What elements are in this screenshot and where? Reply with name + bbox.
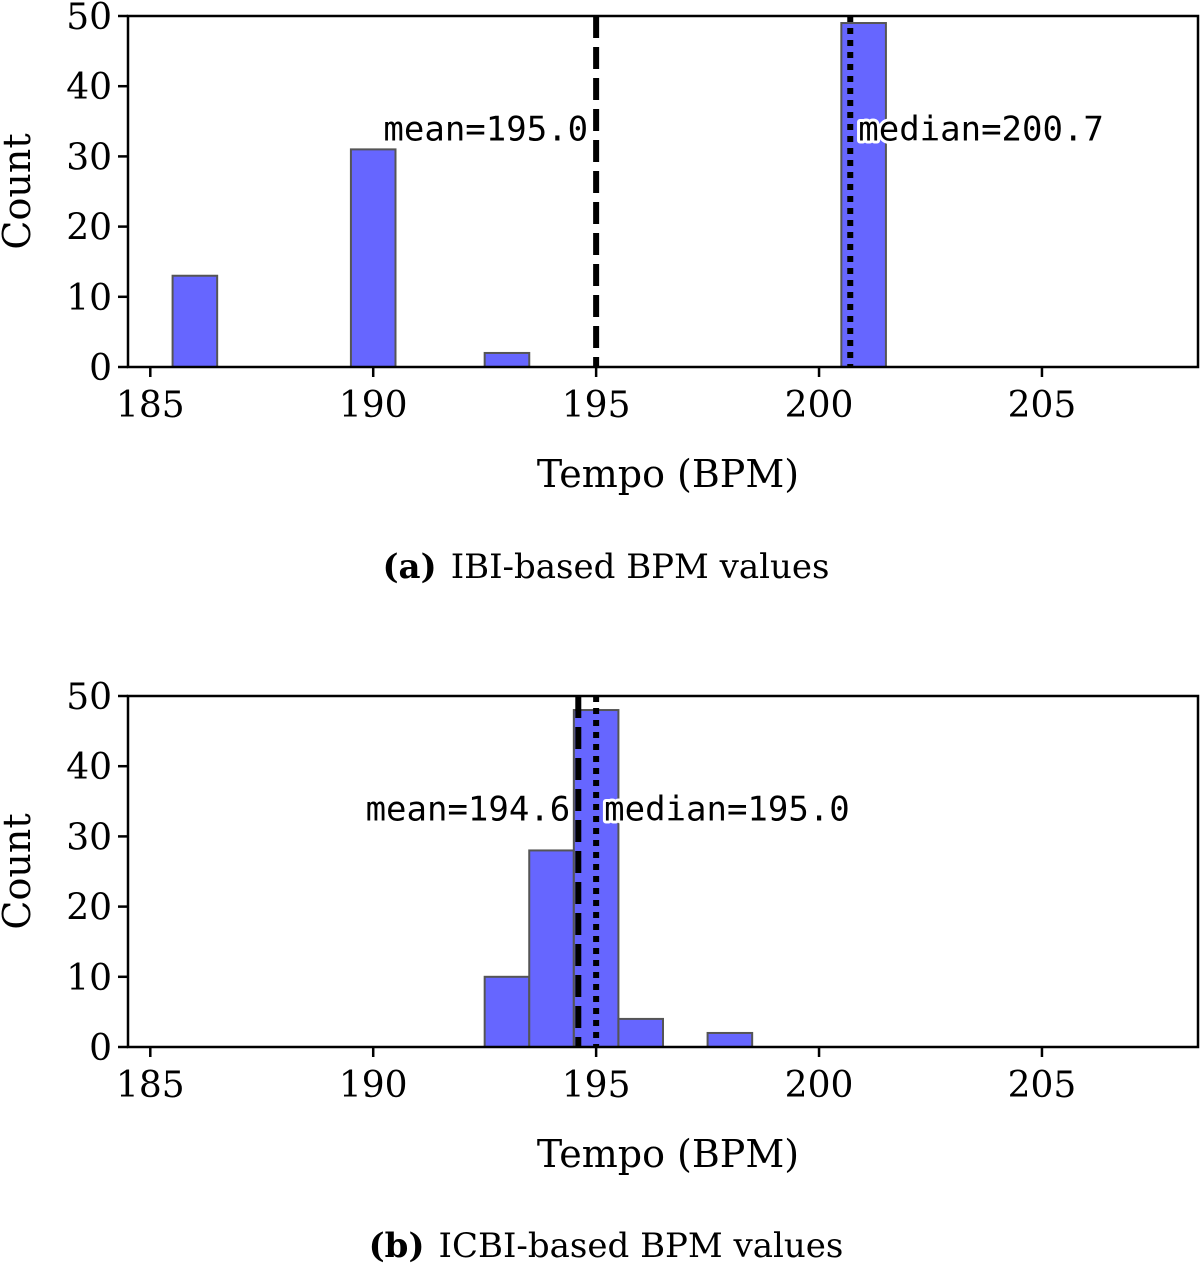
x-tick-label: 195 <box>562 1065 631 1106</box>
x-tick-label: 200 <box>785 385 854 426</box>
y-axis-label: Count <box>0 133 39 249</box>
y-tick-label: 0 <box>89 348 112 389</box>
x-tick-label: 190 <box>339 385 408 426</box>
histogram-bar <box>349 148 397 368</box>
x-axis-label: Tempo (BPM) <box>537 452 799 496</box>
x-tick-label: 200 <box>785 1065 854 1106</box>
plot-frame <box>126 14 1200 369</box>
mean-annotation: mean=194.6 <box>366 789 571 829</box>
y-axis-label: Count <box>0 813 39 929</box>
histogram-bar <box>171 274 219 368</box>
y-tick-label: 50 <box>66 677 112 718</box>
y-tick-label: 30 <box>66 137 112 178</box>
histogram-bar <box>483 351 531 368</box>
histogram-bar <box>706 1031 754 1048</box>
x-tick-label: 190 <box>339 1065 408 1106</box>
histogram-bar <box>483 975 531 1048</box>
y-tick-label: 40 <box>66 747 112 788</box>
median-annotation: median=200.7 <box>858 109 1104 149</box>
plot-frame <box>126 694 1200 1049</box>
x-tick-label: 195 <box>562 385 631 426</box>
histogram-bar <box>528 849 575 1048</box>
y-tick-label: 50 <box>66 0 112 38</box>
y-tick-label: 10 <box>66 958 112 999</box>
caption-b: (b) ICBI-based BPM values <box>369 1226 844 1266</box>
x-tick-label: 185 <box>116 1065 185 1106</box>
caption-b-tag: (b) <box>369 1226 425 1266</box>
median-annotation: median=195.0 <box>604 789 850 829</box>
y-tick-label: 10 <box>66 278 112 319</box>
x-tick-label: 205 <box>1008 385 1077 426</box>
caption-a-tag: (a) <box>382 547 436 587</box>
y-tick-label: 30 <box>66 817 112 858</box>
histogram-bar <box>617 1017 665 1048</box>
caption-a: (a) IBI-based BPM values <box>382 547 829 587</box>
caption-a-text: IBI-based BPM values <box>451 547 830 587</box>
y-tick-label: 40 <box>66 67 112 108</box>
caption-b-text: ICBI-based BPM values <box>439 1226 844 1266</box>
x-axis-label: Tempo (BPM) <box>537 1132 799 1176</box>
x-tick-label: 205 <box>1008 1065 1077 1106</box>
y-tick-label: 0 <box>89 1028 112 1069</box>
x-tick-label: 185 <box>116 385 185 426</box>
mean-annotation: mean=195.0 <box>383 109 588 149</box>
y-tick-label: 20 <box>66 888 112 929</box>
y-tick-label: 20 <box>66 208 112 249</box>
histogram-bar <box>840 22 887 369</box>
